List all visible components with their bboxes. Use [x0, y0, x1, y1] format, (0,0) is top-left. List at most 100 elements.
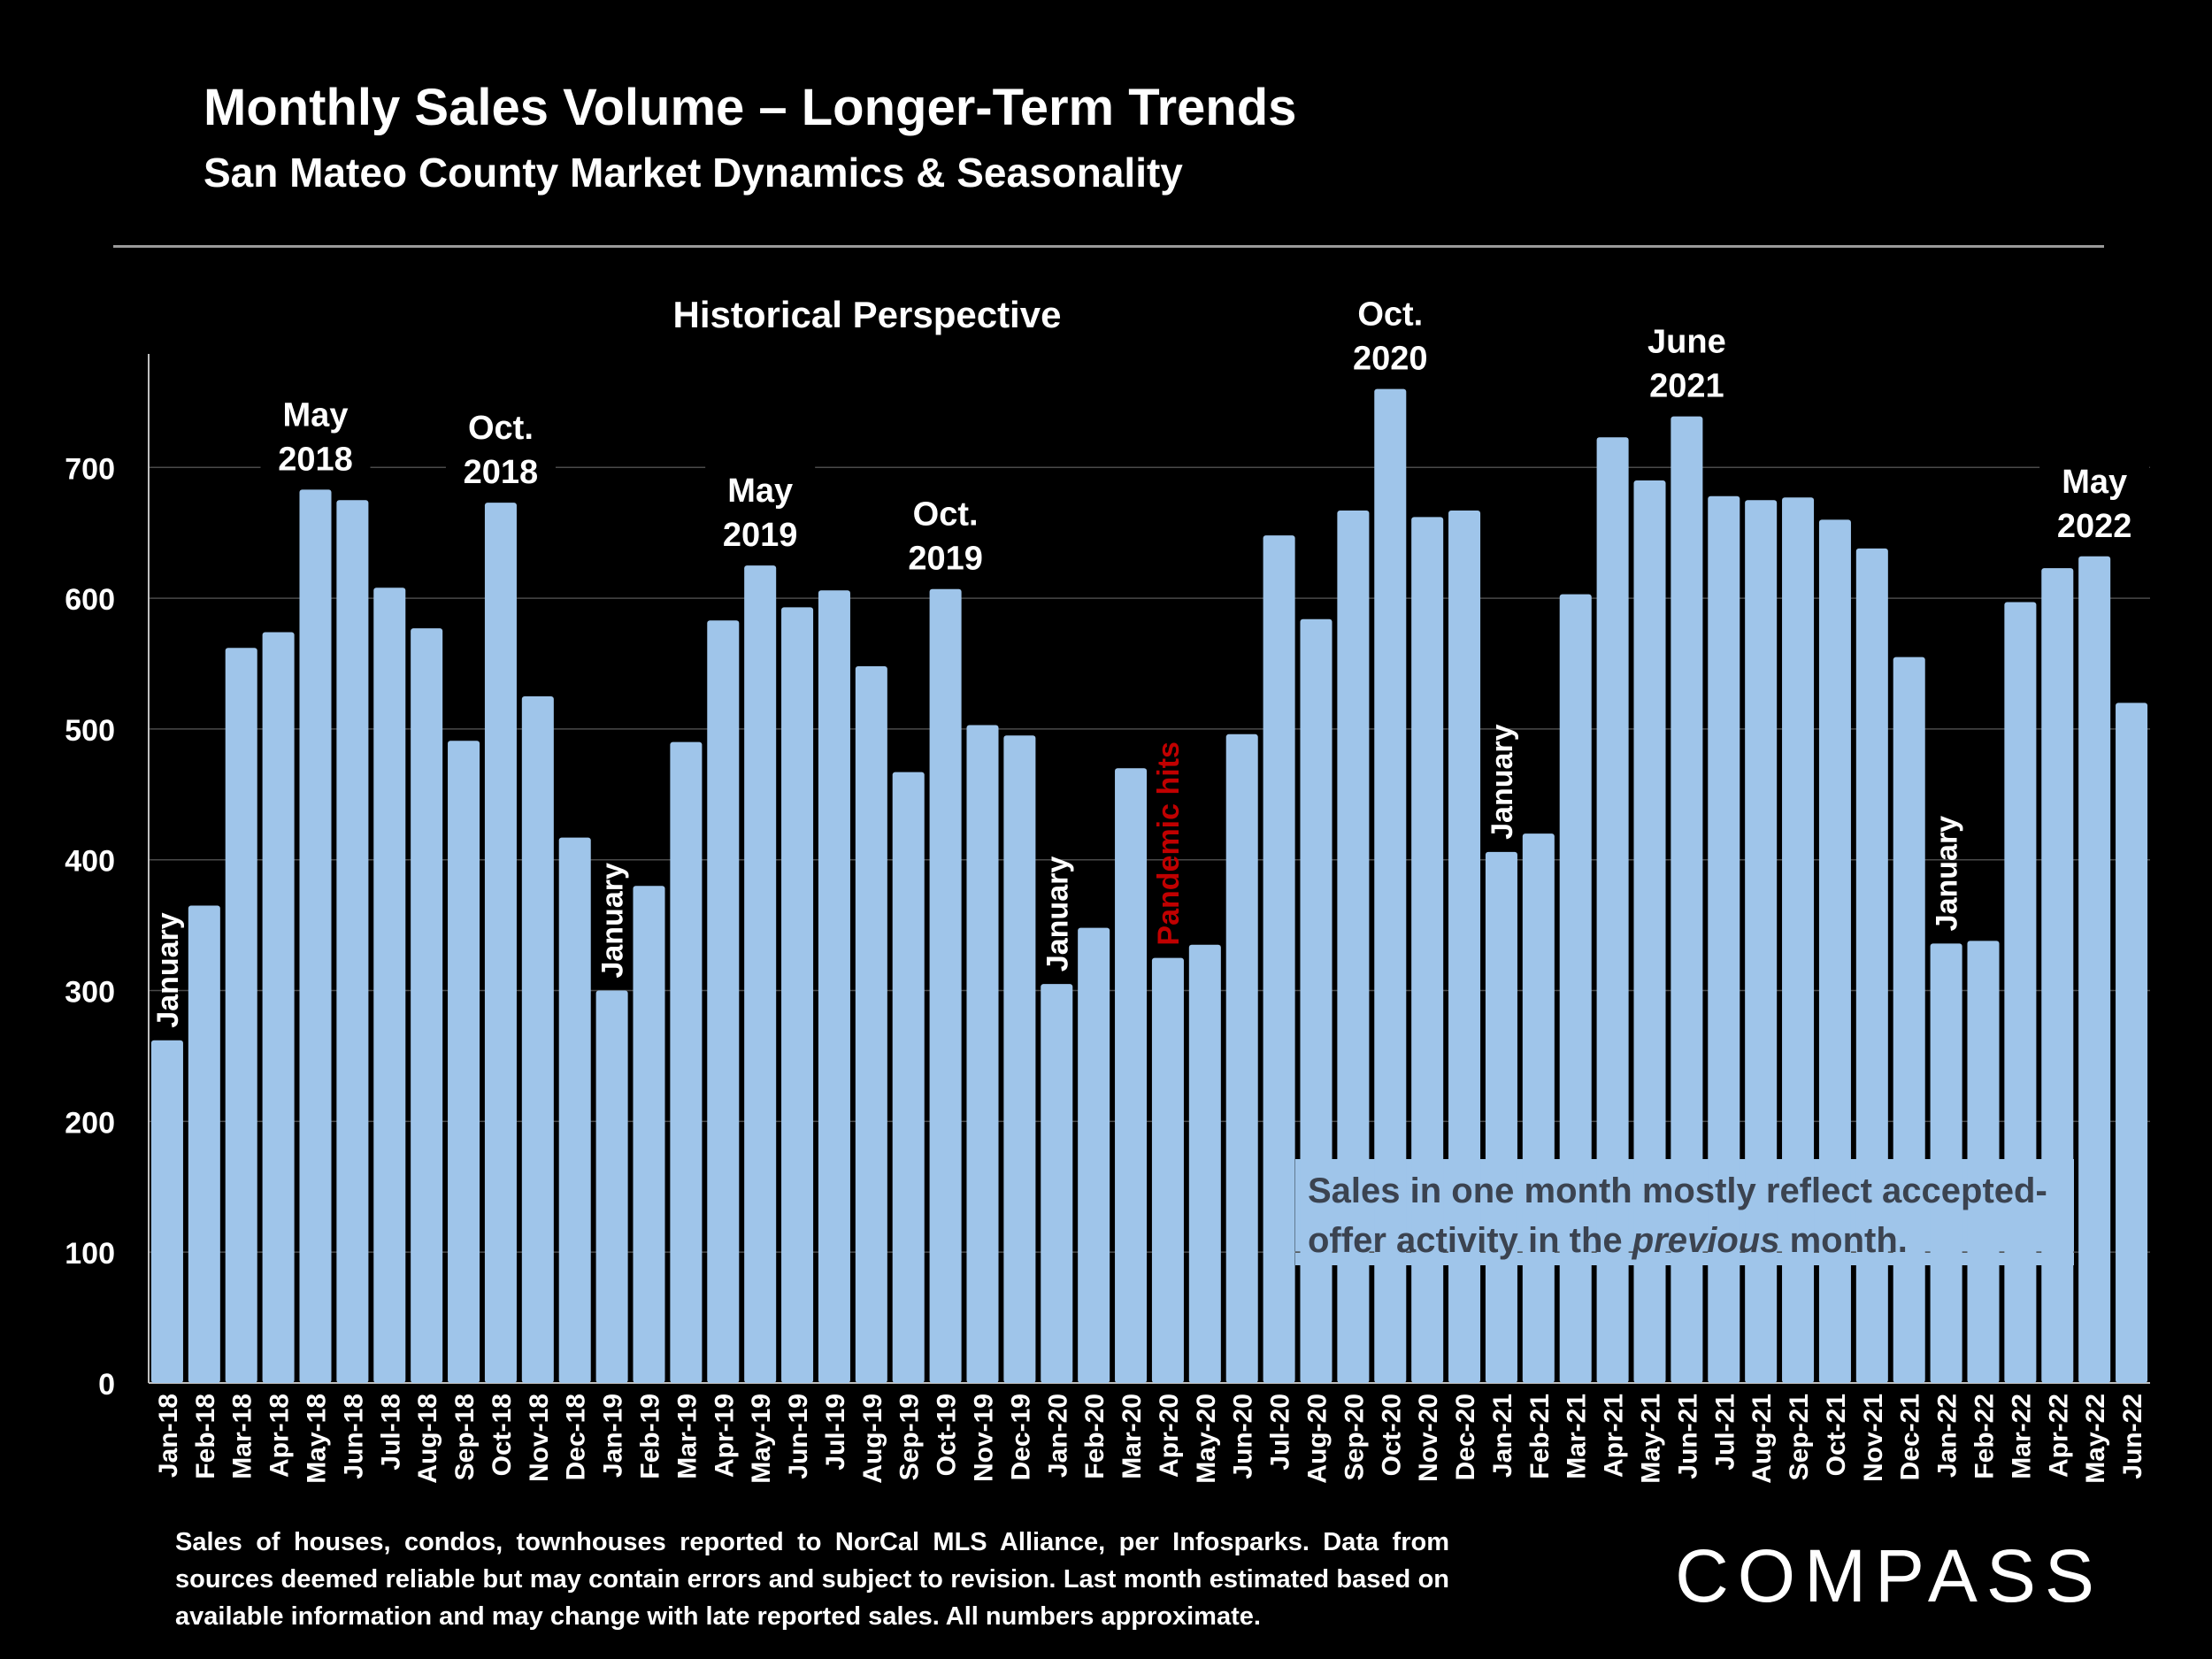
bar: [373, 588, 406, 1383]
x-tick-label: Jan-20: [1043, 1394, 1072, 1478]
bar: [2078, 556, 2111, 1383]
x-tick-label: Jul-20: [1266, 1394, 1295, 1471]
x-tick-label: Apr-20: [1155, 1394, 1184, 1478]
bar: [1671, 416, 1703, 1383]
y-tick-label: 400: [65, 845, 115, 879]
compass-logo-text: COMPASS: [1675, 1534, 2103, 1617]
callout-text-emphasis: previous: [1632, 1221, 1780, 1260]
bar: [1374, 388, 1407, 1384]
x-tick-label: Dec-21: [1896, 1394, 1925, 1480]
x-tick-label: Nov-18: [525, 1394, 554, 1482]
bar: [2116, 703, 2148, 1383]
bar: [1745, 500, 1778, 1383]
x-tick-label: Mar-21: [1563, 1394, 1592, 1479]
bar: [1967, 941, 2000, 1383]
bar: [1708, 495, 1740, 1383]
sales-bar-chart: 0 100 200 300 400 500 600 700 Jan-18 Feb-18 Mar-18…: [65, 294, 2150, 1484]
peak-annotation: May: [727, 472, 793, 510]
callout-text-post: month.: [1779, 1221, 1908, 1260]
january-label: January: [596, 863, 630, 978]
annotation-background: [445, 395, 556, 493]
bar: [2041, 568, 2074, 1383]
y-tick-label: 600: [65, 583, 115, 617]
bar: [1930, 943, 1962, 1383]
x-tick-label: Jul-18: [376, 1394, 405, 1471]
january-label: January: [1931, 816, 1964, 931]
peak-annotation: Oct.: [468, 410, 534, 447]
peak-annotation: 2020: [1353, 341, 1428, 378]
bar: [1003, 735, 1036, 1383]
x-tick-label: Apr-22: [2044, 1394, 2073, 1478]
x-tick-label: Mar-18: [228, 1394, 257, 1479]
bar: [2004, 602, 2037, 1383]
bar: [966, 725, 999, 1383]
annotation-background: [2039, 448, 2150, 546]
january-label: January: [1041, 856, 1074, 972]
x-tick-label: Jun-19: [784, 1394, 813, 1479]
callout-line-2: offer activity in the previous month.: [1308, 1216, 2069, 1265]
x-tick-label: Jan-18: [154, 1394, 183, 1478]
bar: [1893, 657, 1925, 1383]
x-tick-label: Feb-22: [1970, 1394, 2000, 1479]
x-tick-label: May-18: [303, 1394, 332, 1484]
bar: [1633, 480, 1666, 1383]
bar: [595, 990, 628, 1383]
peak-annotation: May: [2062, 464, 2127, 501]
x-tick-label: May-21: [1637, 1394, 1666, 1484]
bar: [225, 648, 257, 1383]
footnote: Sales of houses, condos, townhouses repo…: [175, 1528, 1449, 1631]
bar: [558, 837, 591, 1383]
bar: [1263, 535, 1295, 1383]
x-tick-label: Sep-19: [895, 1394, 925, 1480]
bar: [411, 628, 443, 1383]
callout-note: Sales in one month mostly reflect accept…: [1295, 1159, 2074, 1265]
compass-logo: COMPASS: [1675, 1534, 2103, 1617]
bar: [892, 772, 925, 1383]
x-tick-label: Sep-21: [1785, 1394, 1814, 1480]
peak-annotation: 2018: [464, 454, 539, 491]
bar: [744, 565, 777, 1383]
bar: [1151, 957, 1184, 1383]
x-tick-label: Apr-19: [710, 1394, 739, 1478]
x-tick-label: Aug-20: [1303, 1394, 1333, 1484]
callout-line-1: Sales in one month mostly reflect accept…: [1308, 1171, 2047, 1210]
x-tick-label: Sep-20: [1340, 1394, 1369, 1480]
annotation-background: [890, 480, 1001, 579]
page-title: Monthly Sales Volume – Longer-Term Trend…: [204, 79, 1297, 136]
pandemic-label: Pandemic hits: [1152, 741, 1186, 946]
bar: [336, 500, 369, 1383]
bar: [707, 620, 740, 1383]
bar: [262, 632, 295, 1383]
bar: [150, 1040, 183, 1383]
x-tick-label: Aug-19: [858, 1394, 887, 1484]
bar: [1559, 594, 1592, 1383]
x-tick-label: Jul-19: [821, 1394, 850, 1471]
x-tick-label: Dec-18: [562, 1394, 591, 1480]
bar: [1855, 548, 1888, 1383]
bar: [484, 503, 517, 1383]
x-tick-label: Jun-20: [1229, 1394, 1258, 1479]
bar: [1411, 517, 1444, 1383]
x-tick-label: Sep-18: [450, 1394, 480, 1480]
bar: [1078, 927, 1110, 1383]
bar: [1115, 768, 1148, 1383]
x-tick-label: Dec-20: [1451, 1394, 1480, 1480]
bar: [1300, 618, 1333, 1383]
x-tick-label: Mar-19: [672, 1394, 702, 1479]
peak-annotation: 2022: [2057, 508, 2132, 545]
bar: [1818, 519, 1851, 1383]
peak-annotation: 2019: [908, 541, 983, 578]
bar: [1448, 511, 1481, 1383]
x-tick-label: Jan-22: [1933, 1394, 1962, 1478]
bar: [521, 695, 554, 1383]
x-tick-label: Jan-21: [1488, 1394, 1517, 1478]
x-tick-label: Mar-22: [2007, 1394, 2036, 1479]
x-tick-label: Apr-18: [265, 1394, 295, 1478]
x-tick-label: Nov-20: [1414, 1394, 1443, 1482]
annotation-background: [260, 381, 371, 480]
peak-annotation: Oct.: [1357, 296, 1423, 334]
y-tick-label: 700: [65, 452, 115, 486]
x-tick-label: Oct-21: [1822, 1394, 1851, 1476]
bar: [855, 665, 887, 1383]
bar: [1596, 437, 1629, 1383]
